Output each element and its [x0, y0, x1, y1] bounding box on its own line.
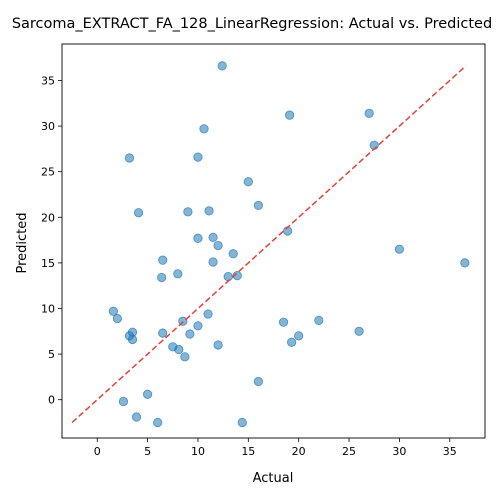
x-tick-label: 0: [94, 445, 101, 458]
data-point-25: [108, 306, 118, 316]
data-point-8: [253, 200, 263, 211]
plot-area: [61, 43, 486, 439]
data-point-21: [173, 269, 183, 279]
data-point-11: [133, 208, 144, 218]
reference-line-layer: [71, 65, 467, 424]
data-point-40: [213, 340, 223, 350]
points-layer: [108, 61, 470, 428]
x-tick-label: 25: [342, 445, 356, 458]
x-tick-label: 5: [144, 445, 151, 458]
data-point-17: [394, 244, 404, 254]
data-point-47: [131, 412, 142, 422]
x-tick-label: 10: [191, 445, 205, 458]
data-point-23: [223, 271, 233, 282]
data-point-26: [112, 313, 122, 324]
plot-frame: [61, 43, 486, 439]
data-point-19: [208, 257, 218, 267]
data-point-20: [460, 258, 470, 268]
y-tick-label: 10: [41, 302, 55, 315]
data-point-6: [193, 152, 203, 162]
data-point-10: [204, 206, 214, 216]
y-tick-label: 20: [41, 211, 55, 224]
data-point-5: [124, 153, 135, 163]
y-tick-label: 0: [48, 394, 55, 407]
data-point-45: [143, 389, 153, 399]
data-point-0: [217, 61, 227, 71]
data-point-31: [193, 321, 203, 331]
data-point-14: [208, 232, 218, 242]
data-point-42: [174, 344, 184, 355]
chart-title: Sarcoma_EXTRACT_FA_128_LinearRegression:…: [12, 16, 492, 32]
data-point-43: [180, 352, 190, 362]
data-point-39: [287, 337, 297, 347]
data-point-3: [199, 124, 209, 134]
data-point-35: [354, 326, 364, 336]
data-point-29: [314, 315, 324, 325]
x-tick-label: 15: [241, 445, 255, 458]
x-axis: 0 5 10 15 20 25 30 35: [94, 438, 457, 458]
data-point-27: [203, 309, 213, 319]
data-point-9: [183, 207, 193, 217]
data-point-33: [158, 328, 168, 338]
x-tick-label: 20: [292, 445, 306, 458]
y-axis-label: Predicted: [15, 212, 30, 273]
data-point-48: [153, 417, 163, 428]
data-point-13: [193, 233, 203, 243]
data-point-1: [364, 108, 374, 118]
data-point-34: [185, 329, 195, 339]
data-point-18: [158, 255, 168, 265]
x-axis-label: Actual: [253, 471, 294, 486]
y-tick-label: 35: [41, 74, 55, 87]
y-tick-label: 5: [48, 348, 55, 361]
data-point-44: [253, 376, 263, 387]
data-point-36: [294, 331, 304, 341]
data-point-7: [243, 177, 253, 187]
data-point-46: [118, 396, 129, 407]
y-tick-label: 30: [41, 120, 55, 133]
data-point-2: [285, 110, 295, 120]
data-point-15: [213, 240, 223, 251]
data-point-22: [157, 272, 167, 283]
y-tick-label: 15: [41, 257, 55, 270]
reference-line: [71, 65, 467, 424]
y-tick-label: 25: [41, 166, 55, 179]
data-point-38: [127, 334, 138, 345]
data-point-28: [278, 317, 289, 327]
data-point-49: [237, 417, 247, 428]
x-tick-label: 35: [443, 445, 457, 458]
data-point-16: [228, 249, 238, 259]
data-point-24: [232, 271, 242, 281]
x-tick-label: 30: [392, 445, 406, 458]
y-axis: 0 5 10 15 20 25 30 35: [41, 74, 62, 407]
